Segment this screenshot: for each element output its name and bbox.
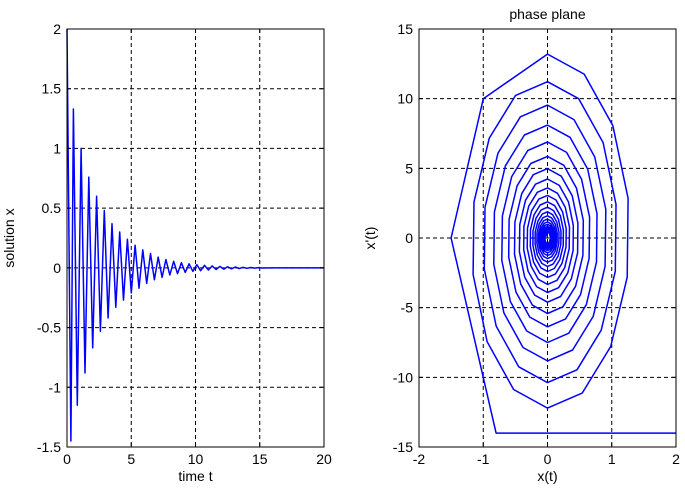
phase-plane-trajectory <box>450 53 676 434</box>
phase-plane-title: phase plane <box>509 6 586 22</box>
phase-plane-x-ticks: -2 -1 0 1 2 <box>413 29 680 467</box>
time-series-solution-line <box>66 28 324 442</box>
time-series-y-tick-label: -1 <box>49 379 62 395</box>
time-series-x-ticks: 0 5 10 15 20 <box>63 29 332 467</box>
phase-plane-y-tick-label: 5 <box>405 160 413 176</box>
time-series-line <box>66 28 324 442</box>
phase-plane-y-axis-label: x'(t) <box>362 227 378 250</box>
time-series-y-tick-label: 1.5 <box>42 81 62 97</box>
phase-plane-y-tick-label: -5 <box>401 300 414 316</box>
phase-plane-y-tick-label: 0 <box>405 230 413 246</box>
time-series-x-tick-label: 20 <box>316 451 332 467</box>
time-series-plot: 0 5 10 15 20 -1.5 -1 -0.5 0 0.5 1 1.5 2 time t solu… <box>1 21 332 484</box>
time-series-y-tick-label: -1.5 <box>37 439 61 455</box>
time-series-y-tick-label: -0.5 <box>37 320 61 336</box>
time-series-x-tick-label: 10 <box>188 451 204 467</box>
time-series-x-tick-label: 5 <box>127 451 135 467</box>
time-series-y-axis-label: solution x <box>1 208 17 267</box>
phase-plane-x-tick-label: 2 <box>672 451 680 467</box>
phase-plane-x-tick-label: 1 <box>608 451 616 467</box>
time-series-x-tick-label: 15 <box>252 451 268 467</box>
time-series-y-tick-label: 0.5 <box>42 200 62 216</box>
time-series-x-tick-label: 0 <box>63 451 71 467</box>
phase-plane-x-tick-label: -1 <box>477 451 490 467</box>
phase-plane-y-tick-label: 10 <box>397 91 413 107</box>
time-series-y-tick-label: 2 <box>53 21 61 37</box>
time-series-y-tick-label: 0 <box>53 260 61 276</box>
time-series-y-tick-label: 1 <box>53 140 61 156</box>
time-series-y-ticks: -1.5 -1 -0.5 0 0.5 1 1.5 2 <box>37 21 324 455</box>
time-series-x-axis-label: time t <box>178 468 212 484</box>
phase-plane-x-tick-label: -2 <box>413 451 426 467</box>
phase-plane-y-tick-label: -15 <box>393 439 413 455</box>
phase-plane-y-tick-label: -10 <box>393 369 413 385</box>
phase-plane-x-axis-label: x(t) <box>537 468 557 484</box>
phase-plane-x-tick-label: 0 <box>544 451 552 467</box>
phase-plane-y-ticks: -15 -10 -5 0 5 10 15 <box>393 21 676 455</box>
phase-plane-trajectory-line <box>450 53 676 434</box>
phase-plane-y-tick-label: 15 <box>397 21 413 37</box>
